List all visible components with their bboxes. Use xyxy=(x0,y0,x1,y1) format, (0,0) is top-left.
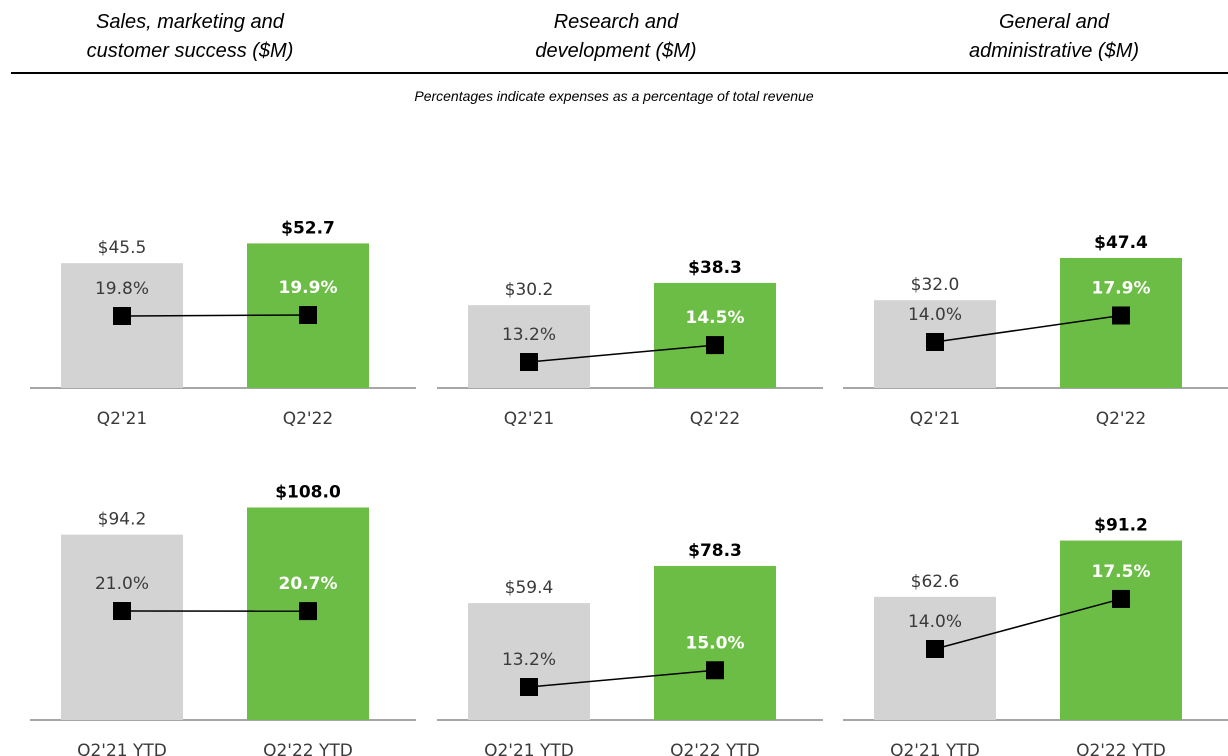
value-label-current: $52.7 xyxy=(281,218,335,238)
percentage-marker-current xyxy=(299,602,317,621)
percentage-marker-prior xyxy=(926,640,944,658)
bar-prior-period xyxy=(61,534,183,720)
percentage-marker-current xyxy=(299,306,317,324)
percentage-marker-prior xyxy=(520,678,538,696)
percentage-label-current: 14.5% xyxy=(686,308,745,328)
category-label-prior: Q2'21 xyxy=(910,409,961,429)
percentage-marker-prior xyxy=(520,353,538,371)
category-label-prior: Q2'21 xyxy=(97,409,148,429)
value-label-current: $91.2 xyxy=(1094,516,1148,536)
percentage-label-prior: 13.2% xyxy=(502,650,556,670)
column-header-general-administrative: General and administrative ($M) xyxy=(904,8,1204,66)
category-label-prior: Q2'21 YTD xyxy=(484,741,574,756)
percentage-label-current: 20.7% xyxy=(279,574,338,594)
column-header-line2: customer success ($M) xyxy=(86,40,294,62)
value-label-prior: $62.6 xyxy=(911,572,960,592)
category-label-prior: Q2'21 xyxy=(504,409,555,429)
value-label-current: $108.0 xyxy=(275,482,341,502)
column-header-research-development: Research and development ($M) xyxy=(466,8,766,66)
percentage-line xyxy=(528,669,716,688)
category-label-current: Q2'22 YTD xyxy=(263,741,353,756)
value-label-prior: $94.2 xyxy=(98,510,147,530)
value-label-current: $38.3 xyxy=(688,258,742,278)
percentage-line xyxy=(528,344,716,363)
percentage-marker-current xyxy=(1112,306,1130,325)
percentage-line xyxy=(121,314,309,317)
percentage-label-prior: 14.0% xyxy=(908,305,962,325)
percentage-marker-prior xyxy=(113,602,131,620)
percentage-label-current: 19.9% xyxy=(279,278,338,298)
value-label-current: $78.3 xyxy=(688,541,742,561)
category-label-current: Q2'22 xyxy=(690,409,741,429)
percentage-line xyxy=(934,598,1122,650)
bar-prior-period xyxy=(874,596,996,720)
percentage-marker-current xyxy=(706,661,724,680)
percentage-label-prior: 19.8% xyxy=(95,279,149,299)
bar-current-period xyxy=(654,282,776,388)
value-label-prior: $32.0 xyxy=(911,275,960,295)
value-label-current: $47.4 xyxy=(1094,233,1148,253)
percentage-label-prior: 14.0% xyxy=(908,612,962,632)
percentage-label-prior: 21.0% xyxy=(95,574,149,594)
column-header-line1: Research and xyxy=(553,11,679,33)
category-label-prior: Q2'21 YTD xyxy=(77,741,167,756)
category-label-current: Q2'22 YTD xyxy=(670,741,760,756)
percentage-marker-current xyxy=(706,336,724,355)
percentage-label-current: 17.9% xyxy=(1092,278,1151,298)
value-label-prior: $59.4 xyxy=(505,578,554,598)
bar-prior-period xyxy=(468,603,590,720)
bar-current-period xyxy=(1060,540,1182,720)
column-header-line1: General and xyxy=(998,11,1110,33)
chart-note: Percentages indicate expenses as a perce… xyxy=(414,88,814,104)
category-label-current: Q2'22 xyxy=(1096,409,1147,429)
header-divider xyxy=(11,72,1228,74)
percentage-line xyxy=(934,314,1122,343)
category-label-current: Q2'22 xyxy=(283,409,334,429)
percentage-label-prior: 13.2% xyxy=(502,325,556,345)
column-header-line2: development ($M) xyxy=(535,40,697,62)
category-label-current: Q2'22 YTD xyxy=(1076,741,1166,756)
bar-prior-period xyxy=(61,263,183,388)
percentage-marker-prior xyxy=(926,333,944,351)
bar-prior-period xyxy=(468,305,590,388)
percentage-label-current: 15.0% xyxy=(686,633,745,653)
category-label-prior: Q2'21 YTD xyxy=(890,741,980,756)
column-header-line1: Sales, marketing and xyxy=(96,11,284,33)
value-label-prior: $45.5 xyxy=(98,238,147,258)
bar-current-period xyxy=(654,565,776,720)
percentage-label-current: 17.5% xyxy=(1092,562,1151,582)
column-header-line2: administrative ($M) xyxy=(968,40,1140,62)
column-header-sales-marketing: Sales, marketing and customer success ($… xyxy=(40,8,340,66)
percentage-marker-current xyxy=(1112,589,1130,608)
value-label-prior: $30.2 xyxy=(505,280,554,300)
percentage-marker-prior xyxy=(113,307,131,325)
